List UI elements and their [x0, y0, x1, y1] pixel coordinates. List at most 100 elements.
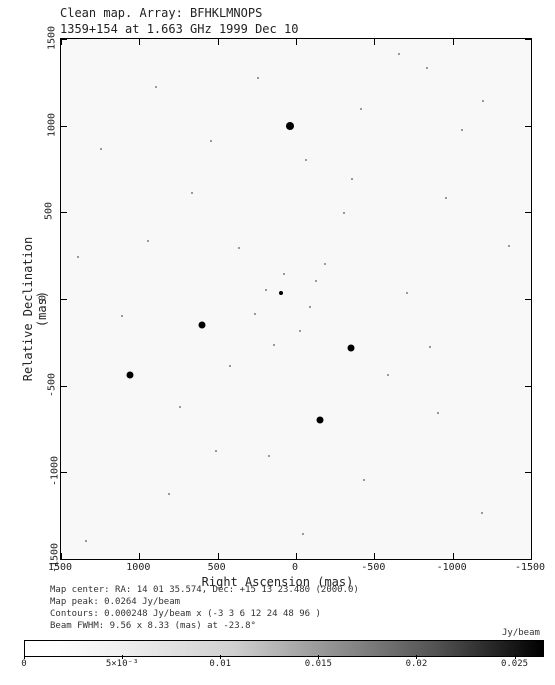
meta-line: Map peak: 0.0264 Jy/beam	[50, 596, 359, 608]
y-tick	[525, 39, 531, 40]
x-tick-label: 500	[208, 562, 226, 573]
x-tick-label: -1000	[437, 562, 467, 573]
colorbar-tick	[220, 655, 221, 659]
y-tick	[525, 212, 531, 213]
noise-speck	[426, 67, 428, 69]
source-blob	[286, 122, 294, 130]
y-axis-label: Relative Declination (mas)	[21, 219, 49, 399]
y-tick	[525, 299, 531, 300]
noise-speck	[445, 197, 447, 199]
x-tick-label: 1500	[48, 562, 72, 573]
noise-speck	[461, 129, 463, 131]
y-tick-label: 1000	[47, 113, 58, 137]
noise-speck	[283, 273, 285, 275]
noise-speck	[309, 306, 311, 308]
colorbar-tick	[122, 655, 123, 659]
plot-area	[60, 38, 532, 560]
noise-speck	[100, 148, 102, 150]
noise-speck	[351, 178, 353, 180]
noise-speck	[343, 212, 345, 214]
source-blob	[316, 417, 323, 424]
y-tick	[61, 126, 67, 127]
colorbar-tick-label: 0.02	[406, 659, 428, 669]
y-tick	[61, 39, 67, 40]
meta-line: Contours: 0.000248 Jy/beam x (-3 3 6 12 …	[50, 608, 359, 620]
noise-speck	[155, 86, 157, 88]
colorbar-tick	[416, 655, 417, 659]
noise-speck	[179, 406, 181, 408]
y-tick	[61, 472, 67, 473]
meta-block: Map center: RA: 14 01 35.574, Dec: +15 1…	[50, 584, 359, 633]
figure: Clean map. Array: BFHKLMNOPS 1359+154 at…	[0, 0, 555, 685]
x-tick-label: 0	[292, 562, 298, 573]
y-tick	[525, 472, 531, 473]
noise-speck	[315, 280, 317, 282]
noise-speck	[238, 247, 240, 249]
colorbar-label: Jy/beam	[502, 628, 540, 638]
meta-line: Map center: RA: 14 01 35.574, Dec: +15 1…	[50, 584, 359, 596]
colorbar-tick-label: 0.015	[305, 659, 332, 669]
y-tick	[525, 126, 531, 127]
noise-speck	[437, 412, 439, 414]
y-tick	[61, 386, 67, 387]
noise-speck	[257, 77, 259, 79]
colorbar-tick-label: 0.01	[209, 659, 231, 669]
x-tick	[296, 39, 297, 45]
x-tick	[139, 553, 140, 559]
x-tick	[218, 553, 219, 559]
source-blob	[199, 322, 206, 329]
source-blob	[126, 372, 133, 379]
x-tick	[374, 39, 375, 45]
y-tick	[525, 386, 531, 387]
noise-speck	[121, 315, 123, 317]
noise-speck	[273, 344, 275, 346]
noise-speck	[508, 245, 510, 247]
colorbar	[24, 640, 544, 657]
x-tick	[296, 553, 297, 559]
x-tick-label: -1500	[515, 562, 545, 573]
colorbar-tick	[24, 655, 25, 659]
y-tick	[61, 212, 67, 213]
x-tick	[531, 553, 532, 559]
y-tick	[61, 559, 67, 560]
meta-line: Beam FWHM: 9.56 x 8.33 (mas) at -23.8°	[50, 620, 359, 632]
colorbar-tick-label: 0.025	[501, 659, 528, 669]
x-tick-label: -500	[361, 562, 385, 573]
y-tick	[61, 299, 67, 300]
y-tick-label: 500	[44, 202, 55, 220]
colorbar-tick-label: 0	[21, 659, 26, 669]
noise-speck	[210, 140, 212, 142]
noise-speck	[363, 479, 365, 481]
noise-layer	[61, 39, 531, 559]
noise-speck	[387, 374, 389, 376]
noise-speck	[406, 292, 408, 294]
noise-speck	[324, 263, 326, 265]
x-tick	[453, 39, 454, 45]
noise-speck	[85, 540, 87, 542]
noise-speck	[305, 159, 307, 161]
y-tick-label: 1500	[47, 26, 58, 50]
title-line-2: 1359+154 at 1.663 GHz 1999 Dec 10	[60, 22, 298, 36]
source-blob	[279, 291, 283, 295]
colorbar-tick	[318, 655, 319, 659]
noise-speck	[481, 512, 483, 514]
noise-speck	[147, 240, 149, 242]
x-tick	[374, 553, 375, 559]
x-tick	[453, 553, 454, 559]
noise-speck	[168, 493, 170, 495]
noise-speck	[229, 365, 231, 367]
x-tick-label: 1000	[126, 562, 150, 573]
noise-speck	[429, 346, 431, 348]
noise-speck	[77, 256, 79, 258]
noise-speck	[265, 289, 267, 291]
noise-speck	[215, 450, 217, 452]
source-blob	[347, 344, 354, 351]
noise-speck	[191, 192, 193, 194]
noise-speck	[299, 330, 301, 332]
x-tick	[218, 39, 219, 45]
noise-speck	[482, 100, 484, 102]
noise-speck	[268, 455, 270, 457]
x-tick	[139, 39, 140, 45]
colorbar-tick	[515, 655, 516, 659]
noise-speck	[254, 313, 256, 315]
